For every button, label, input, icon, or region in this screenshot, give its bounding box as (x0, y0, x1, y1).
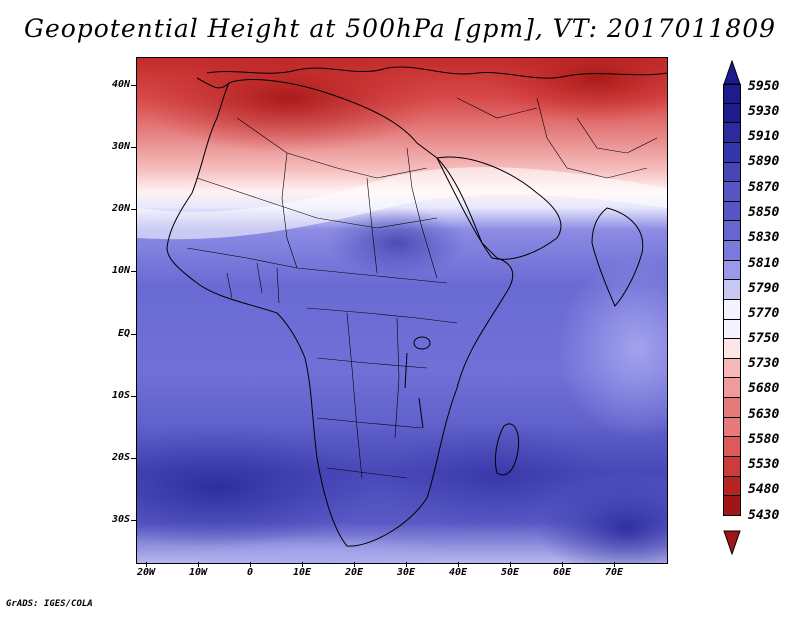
india-coast (591, 207, 644, 307)
field-light-region (157, 535, 477, 563)
rift-lakes (404, 352, 424, 429)
lat-label: 40N (111, 79, 130, 90)
colorbar-box (723, 437, 741, 457)
lakes (404, 336, 431, 429)
colorbar-label: 5770 (748, 306, 780, 321)
lat-tick (131, 147, 136, 148)
colorbar-box (723, 299, 741, 320)
lon-label: 50E (500, 567, 520, 578)
colorbar-label: 5830 (748, 230, 780, 245)
colorbar (723, 84, 741, 516)
colorbar-box (723, 339, 741, 359)
lon-tick (458, 562, 459, 567)
lat-label: 30N (111, 141, 130, 152)
lon-label: 70E (604, 567, 624, 578)
lon-label: 30E (396, 567, 416, 578)
colorbar-label: 5580 (748, 432, 780, 447)
colorbar-box (723, 398, 741, 418)
colorbar-box (723, 162, 741, 183)
field-high-core (327, 208, 467, 278)
map-title: Geopotential Height at 500hPa [gpm], VT:… (23, 14, 777, 43)
colorbar-label: 5870 (748, 180, 780, 195)
field-high-core (377, 423, 617, 533)
colorbar-label: 5680 (748, 381, 780, 396)
lon-tick (562, 562, 563, 567)
colorbar-label: 5910 (748, 129, 780, 144)
colorbar-box (723, 417, 741, 438)
colorbar-label: 5430 (748, 508, 780, 523)
lat-label: 20S (111, 452, 130, 463)
field-band (137, 167, 667, 240)
colorbar-box (723, 476, 741, 497)
coastlines (166, 66, 667, 547)
colorbar-label: 5810 (748, 256, 780, 271)
colorbar-box (723, 319, 741, 340)
lon-label: 20E (344, 567, 364, 578)
lake-victoria (413, 336, 431, 350)
lat-label: 10S (111, 390, 130, 401)
lat-tick (131, 85, 136, 86)
colorbar-box (723, 378, 741, 398)
colorbar-label: 5930 (748, 104, 780, 119)
lon-tick (510, 562, 511, 567)
colorbar-box (723, 103, 741, 124)
colorbar-label: 5790 (748, 281, 780, 296)
colorbar-label: 5750 (748, 331, 780, 346)
colorbar-box (723, 84, 741, 104)
lat-tick (131, 271, 136, 272)
colorbar-box (723, 456, 741, 477)
lat-tick (131, 520, 136, 521)
lat-label: 10N (111, 265, 130, 276)
footer-credit: GrADS: IGES/COLA (6, 599, 93, 609)
colorbar-label: 5950 (748, 79, 780, 94)
colorbar-box (723, 221, 741, 241)
europe-coast (206, 66, 667, 79)
lon-tick (406, 562, 407, 567)
colorbar-label: 5890 (748, 154, 780, 169)
arabia-coast (436, 156, 562, 260)
lon-tick (250, 562, 251, 567)
colorbar-box (723, 280, 741, 300)
colorbar-top-arrow (723, 60, 741, 85)
africa-coast (166, 79, 514, 547)
lon-label: 60E (552, 567, 572, 578)
lon-tick (302, 562, 303, 567)
lat-tick (131, 458, 136, 459)
colorbar-box (723, 182, 741, 202)
colorbar-label: 5530 (748, 457, 780, 472)
colorbar-box (723, 241, 741, 261)
lon-label: 40E (448, 567, 468, 578)
map-panel[interactable] (136, 57, 668, 564)
colorbar-box (723, 201, 741, 222)
colorbar-box (723, 260, 741, 281)
lat-tick (131, 209, 136, 210)
geopotential-field (137, 58, 667, 563)
lon-label: 10E (292, 567, 312, 578)
gibraltar-coast (196, 77, 230, 89)
lat-tick (131, 334, 136, 335)
lon-tick (614, 562, 615, 567)
lat-label: 30S (111, 514, 130, 525)
country-borders (186, 97, 658, 479)
colorbar-label: 5630 (748, 407, 780, 422)
field-light-region (557, 258, 667, 438)
lat-tick (131, 396, 136, 397)
lon-tick (198, 562, 199, 567)
colorbar-bottom-arrow (723, 530, 741, 555)
colorbar-box (723, 358, 741, 379)
lat-label: 20N (111, 203, 130, 214)
colorbar-box (723, 496, 741, 516)
lon-label: 10W (188, 567, 208, 578)
colorbar-label: 5850 (748, 205, 780, 220)
colorbar-box (723, 123, 741, 143)
colorbar-box (723, 142, 741, 163)
lon-label: 0 (246, 567, 254, 578)
madagascar-coast (494, 423, 519, 476)
lon-tick (354, 562, 355, 567)
colorbar-label: 5730 (748, 356, 780, 371)
lon-label: 20W (136, 567, 156, 578)
lat-label: EQ (117, 328, 130, 339)
colorbar-label: 5480 (748, 482, 780, 497)
lon-tick (146, 562, 147, 567)
